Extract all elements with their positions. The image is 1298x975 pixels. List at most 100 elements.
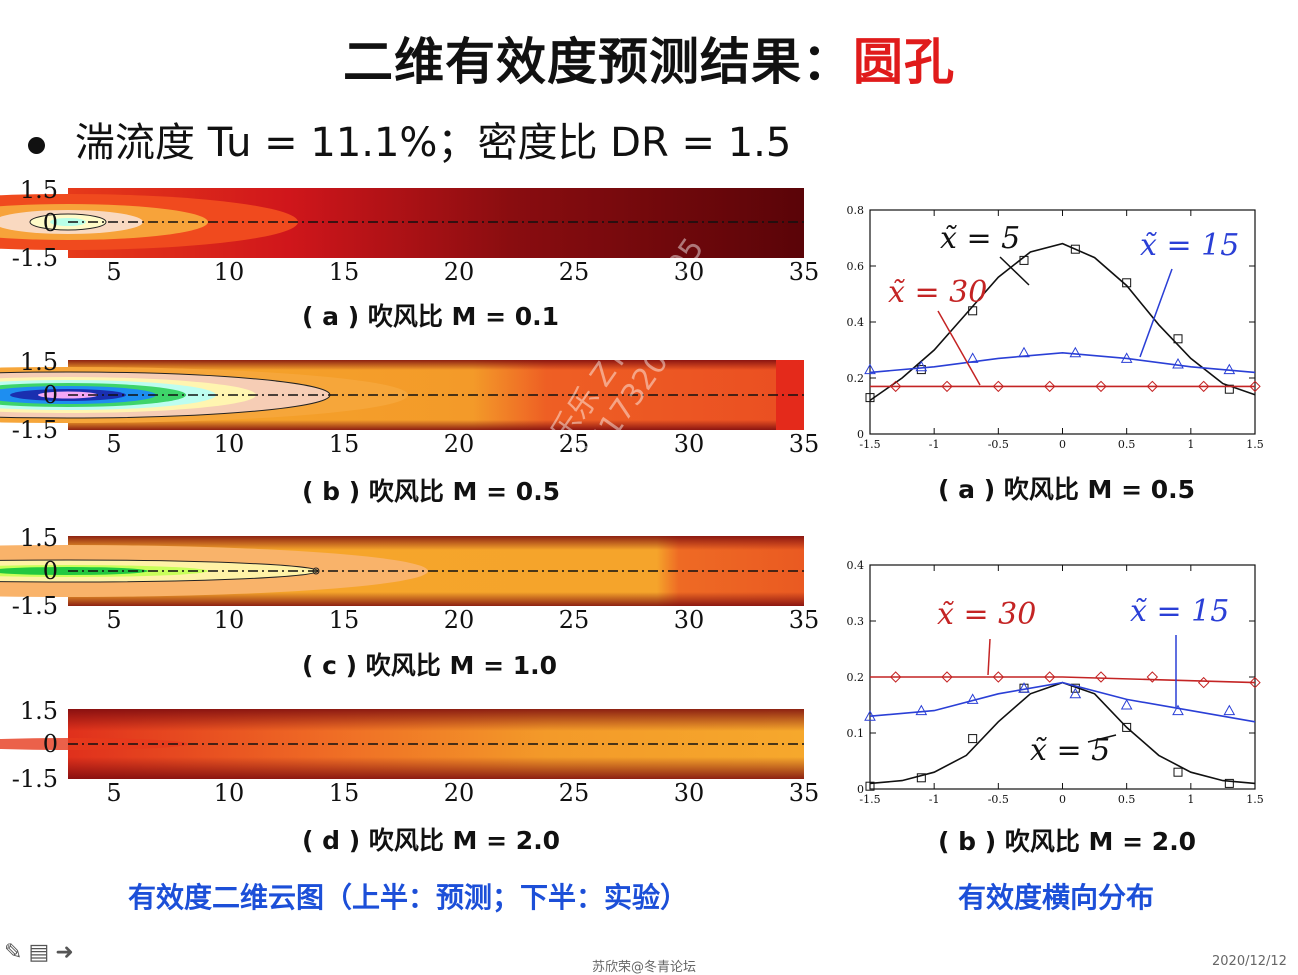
contour-edge (68, 757, 804, 779)
data-point (1249, 380, 1261, 393)
data-point (1069, 687, 1082, 699)
data-point (1173, 767, 1183, 777)
x-tick-label: -1.5 (859, 438, 880, 451)
slide-nav: ✎ ▤ ➜ (4, 940, 74, 965)
y-tick-label: 0 (43, 209, 58, 237)
y-tick-label: -1.5 (12, 592, 58, 620)
bullet-dot-icon (28, 136, 45, 154)
contour-caption-a: ( a ) 吹风比 M = 0.1 (302, 302, 560, 331)
data-point (1172, 357, 1184, 369)
x-tick-label: 5 (106, 779, 121, 807)
x-tick-label: 5 (106, 430, 121, 458)
footer-date: 2020/12/12 (1212, 954, 1287, 969)
x-tick-label: -0.5 (988, 438, 1009, 451)
x-tick-label: 30 (674, 430, 705, 458)
x-tick-label: 25 (559, 430, 590, 458)
x-tick-label: 10 (214, 430, 245, 458)
line-plots: -1.5 -1 -0.5 0 0.5 1 1.5 0 0.2 0.4 0.6 0.8 x̃ = 5 x̃ … (847, 204, 1264, 806)
next-arrow-icon[interactable]: ➜ (55, 940, 74, 965)
plot-frame (869, 209, 1256, 435)
data-point (968, 734, 978, 744)
data-point (915, 704, 928, 716)
data-point (1224, 778, 1234, 788)
y-tick-label: -1.5 (12, 244, 58, 272)
line-plot-b: -1.5 -1 -0.5 0 0.5 1 1.5 0 0.1 0.2 0.3 0.4 (847, 559, 1264, 806)
data-point (1069, 346, 1082, 358)
contour-edge (68, 592, 804, 606)
data-point (889, 380, 902, 393)
label-pointer (937, 310, 981, 386)
data-point (1018, 346, 1030, 358)
data-point (1019, 255, 1029, 265)
x-tick-label: 10 (214, 258, 245, 286)
x-tick-label: 1 (1187, 438, 1194, 451)
x-tick-label: 25 (559, 606, 590, 634)
y-tick-label: -1.5 (12, 765, 58, 793)
contour-figure: 1.5 0 -1.5 5 10 15 20 25 30 35 1.5 0 -1.5 5 10 15 20 25 30… (0, 176, 820, 807)
slide-title-main: 二维有效度预测结果： (343, 33, 853, 91)
data-point (941, 380, 953, 393)
label-pointer (987, 638, 991, 676)
y-tick-label: 0.2 (847, 671, 865, 684)
y-tick-label: 0 (43, 730, 58, 758)
series-label: x̃ = 15 (1130, 594, 1229, 629)
data-point (1146, 380, 1159, 393)
y-tick-label: 1.5 (20, 176, 58, 204)
data-point (1122, 278, 1132, 288)
data-point (1249, 676, 1261, 689)
x-tick-label: 1 (1187, 793, 1194, 806)
series-line (869, 351, 1256, 374)
x-tick-label: -1 (929, 438, 940, 451)
y-tick-label: 0 (857, 783, 864, 796)
series-line (869, 681, 1256, 723)
data-point (1122, 722, 1132, 732)
x-tick-label: 20 (444, 430, 475, 458)
line-caption-b: ( b ) 吹风比 M = 2.0 (938, 827, 1197, 856)
data-point (1223, 704, 1236, 716)
data-point (889, 671, 902, 683)
x-tick-label: 20 (444, 258, 475, 286)
series-line (870, 676, 1256, 684)
footer-source: 苏欣荣@冬青论坛 (592, 960, 697, 975)
data-point (1172, 704, 1184, 716)
contour-caption-b: ( b ) 吹风比 M = 0.5 (302, 477, 561, 506)
bullet-line: 湍流度 Tu = 11.1%；密度比 DR = 1.5 (28, 110, 791, 168)
y-tick-label: 0 (43, 381, 58, 409)
x-tick-label: 5 (106, 258, 121, 286)
contour-panel-a (0, 188, 806, 258)
contour-edge (68, 709, 804, 731)
data-point (864, 363, 876, 375)
y-tick-label: 0.3 (847, 615, 865, 628)
contour-edge (68, 536, 804, 550)
y-tick-label: 0 (43, 557, 58, 585)
x-tick-label: 0.5 (1118, 438, 1136, 451)
data-point (1070, 244, 1080, 254)
pen-icon[interactable]: ✎ (4, 940, 23, 965)
x-tick-label: 20 (444, 606, 475, 634)
slide-title-accent: 圆孔 (853, 33, 955, 91)
data-point (966, 352, 979, 363)
data-point (1095, 671, 1107, 683)
contour-panel-c (0, 536, 806, 606)
series-label: x̃ = 5 (940, 221, 1020, 256)
menu-icon[interactable]: ▤ (28, 940, 50, 965)
line-plot-a: -1.5 -1 -0.5 0 0.5 1 1.5 0 0.2 0.4 0.6 0.8 (847, 204, 1264, 451)
contour-edge (68, 420, 804, 430)
data-point (916, 773, 926, 783)
x-tick-label: 35 (789, 779, 820, 807)
series-label: x̃ = 15 (1140, 228, 1239, 263)
contour-axis-labels: 1.5 0 -1.5 5 10 15 20 25 30 35 1.5 0 -1.5 5 10 15 20 25 30… (12, 176, 820, 807)
data-point (1043, 671, 1056, 683)
data-point (1224, 384, 1234, 394)
data-point (1197, 380, 1210, 393)
data-point (992, 380, 1005, 393)
y-tick-label: 0.4 (847, 316, 865, 329)
contour-panel-d (0, 709, 806, 779)
y-tick-label: 1.5 (20, 697, 58, 725)
contour-caption-d: ( d ) 吹风比 M = 2.0 (302, 826, 561, 855)
y-tick-label: 0.4 (847, 559, 865, 572)
x-tick-label: 35 (789, 258, 820, 286)
x-tick-label: -1 (929, 793, 940, 806)
bullet-text: 湍流度 Tu = 11.1%；密度比 DR = 1.5 (75, 120, 792, 166)
x-tick-label: 30 (674, 258, 705, 286)
